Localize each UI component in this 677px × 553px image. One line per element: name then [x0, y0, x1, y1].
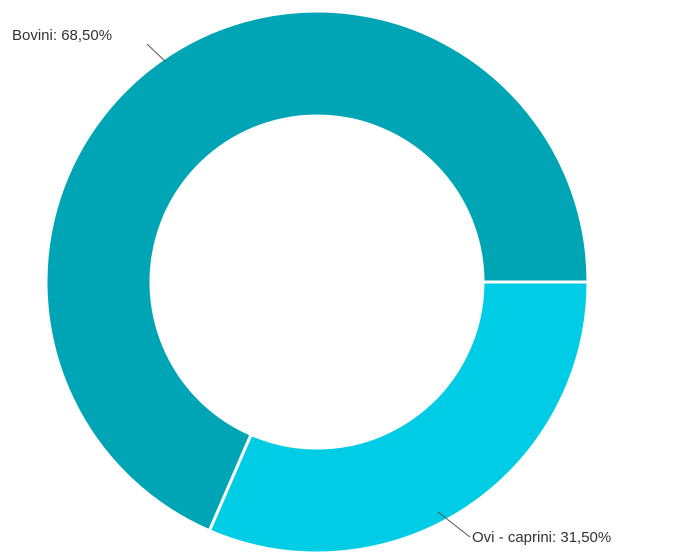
- leader-line-ovi-caprini: [437, 511, 471, 538]
- label-bovini: Bovini: 68,50%: [12, 27, 112, 44]
- donut-slices: [44, 9, 590, 553]
- leader-line-bovini: [146, 43, 167, 63]
- slice-ovi-caprini: [207, 280, 590, 553]
- slice-bovini: [44, 9, 590, 533]
- label-ovi-caprini: Ovi - caprini: 31,50%: [472, 529, 611, 546]
- slice-labels: Ovi - caprini: 31,50% Bovini: 68,50%: [12, 27, 611, 546]
